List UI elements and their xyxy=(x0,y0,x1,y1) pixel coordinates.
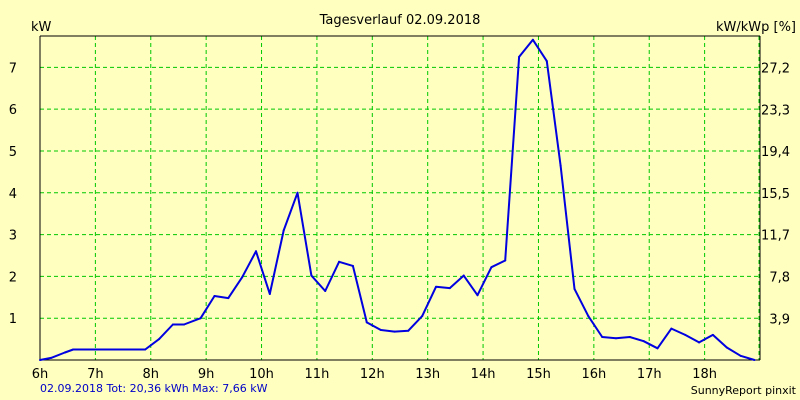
data-point xyxy=(531,38,534,41)
data-point xyxy=(393,330,396,333)
data-point xyxy=(615,337,617,340)
y-tick-label-right: 23,3 xyxy=(761,103,790,118)
data-point xyxy=(518,55,521,58)
data-point xyxy=(435,285,437,288)
x-tick-label: 14h xyxy=(471,367,496,382)
data-point xyxy=(144,348,147,351)
data-point xyxy=(490,266,493,269)
x-tick-label: 13h xyxy=(415,367,440,382)
data-point xyxy=(268,292,271,295)
data-point xyxy=(183,323,185,326)
chart-title: Tagesverlauf 02.09.2018 xyxy=(319,13,481,28)
data-point xyxy=(241,276,244,279)
grid-layer xyxy=(40,36,760,360)
data-point xyxy=(642,340,645,343)
x-tick-label: 7h xyxy=(87,367,104,382)
y-tick-label-right: 19,4 xyxy=(761,145,790,160)
data-point xyxy=(684,333,687,336)
y-tick-label-left: 7 xyxy=(9,61,17,76)
data-point xyxy=(698,341,701,344)
data-point xyxy=(50,356,53,359)
data-point xyxy=(601,336,604,339)
x-tick-label: 11h xyxy=(305,367,330,382)
data-point xyxy=(421,315,424,318)
data-point xyxy=(122,348,125,351)
data-point xyxy=(476,294,479,297)
y-tick-label-left: 6 xyxy=(9,103,17,118)
data-point xyxy=(63,351,66,354)
y-axis-label-left: kW xyxy=(31,20,52,35)
y-tick-label-left: 3 xyxy=(9,229,17,244)
y-tick-label-right: 7,8 xyxy=(769,270,790,285)
data-point xyxy=(559,164,562,167)
x-tick-label: 18h xyxy=(692,367,717,382)
data-point xyxy=(753,359,756,361)
data-point xyxy=(670,327,673,330)
data-point xyxy=(656,347,659,350)
data-point xyxy=(213,295,216,298)
data-point xyxy=(379,328,382,331)
y-tick-label-right: 15,5 xyxy=(761,187,790,202)
data-point xyxy=(587,315,590,318)
y-axis-label-right: kW/kWp [%] xyxy=(716,20,796,35)
x-tick-label: 9h xyxy=(198,367,215,382)
y-tick-label-right: 3,9 xyxy=(769,312,790,327)
data-point xyxy=(739,354,742,357)
data-point xyxy=(351,264,354,267)
data-point xyxy=(296,191,299,194)
y-tick-label-left: 4 xyxy=(9,187,17,202)
data-point xyxy=(94,348,97,351)
series-layer xyxy=(39,38,756,361)
data-point xyxy=(545,60,548,63)
data-point xyxy=(725,346,728,349)
x-tick-label: 15h xyxy=(526,367,551,382)
data-point xyxy=(227,297,230,300)
x-tick-label: 12h xyxy=(360,367,385,382)
y-tick-label-right: 27,2 xyxy=(761,62,790,77)
series-line-power xyxy=(39,38,755,361)
data-point xyxy=(171,323,174,326)
x-tick-label: 17h xyxy=(637,367,662,382)
x-tick-label: 8h xyxy=(143,367,160,382)
data-point xyxy=(310,274,313,277)
data-point xyxy=(199,317,202,320)
axes-layer xyxy=(39,35,761,361)
data-point xyxy=(255,250,257,253)
data-point xyxy=(158,338,161,341)
data-point xyxy=(711,333,714,336)
data-point xyxy=(338,260,341,263)
x-tick-label: 6h xyxy=(32,367,49,382)
y-tick-label-left: 2 xyxy=(9,270,17,285)
data-point xyxy=(72,348,75,351)
x-tick-label: 16h xyxy=(581,367,606,382)
labels-layer: 6h 7h 8h 9h 10h 11h 12h 13h 14h 15h 16h 17h 18h 1 2 3 4 5… xyxy=(9,61,790,382)
data-point xyxy=(462,274,465,277)
y-tick-label-right: 11,7 xyxy=(761,229,790,244)
data-point xyxy=(282,229,285,232)
data-point xyxy=(573,287,576,290)
y-tick-label-left: 5 xyxy=(9,145,17,160)
data-point xyxy=(448,287,451,290)
data-point xyxy=(407,329,410,332)
data-point xyxy=(504,259,507,262)
data-point xyxy=(628,336,631,339)
data-point xyxy=(39,359,41,361)
footer-brand: SunnyReport pinxit xyxy=(691,384,797,397)
y-tick-label-left: 1 xyxy=(9,312,17,327)
footer-stats: 02.09.2018 Tot: 20,36 kWh Max: 7,66 kW xyxy=(40,382,268,395)
x-tick-label: 10h xyxy=(249,367,274,382)
data-point xyxy=(324,290,327,293)
data-point xyxy=(365,321,368,324)
